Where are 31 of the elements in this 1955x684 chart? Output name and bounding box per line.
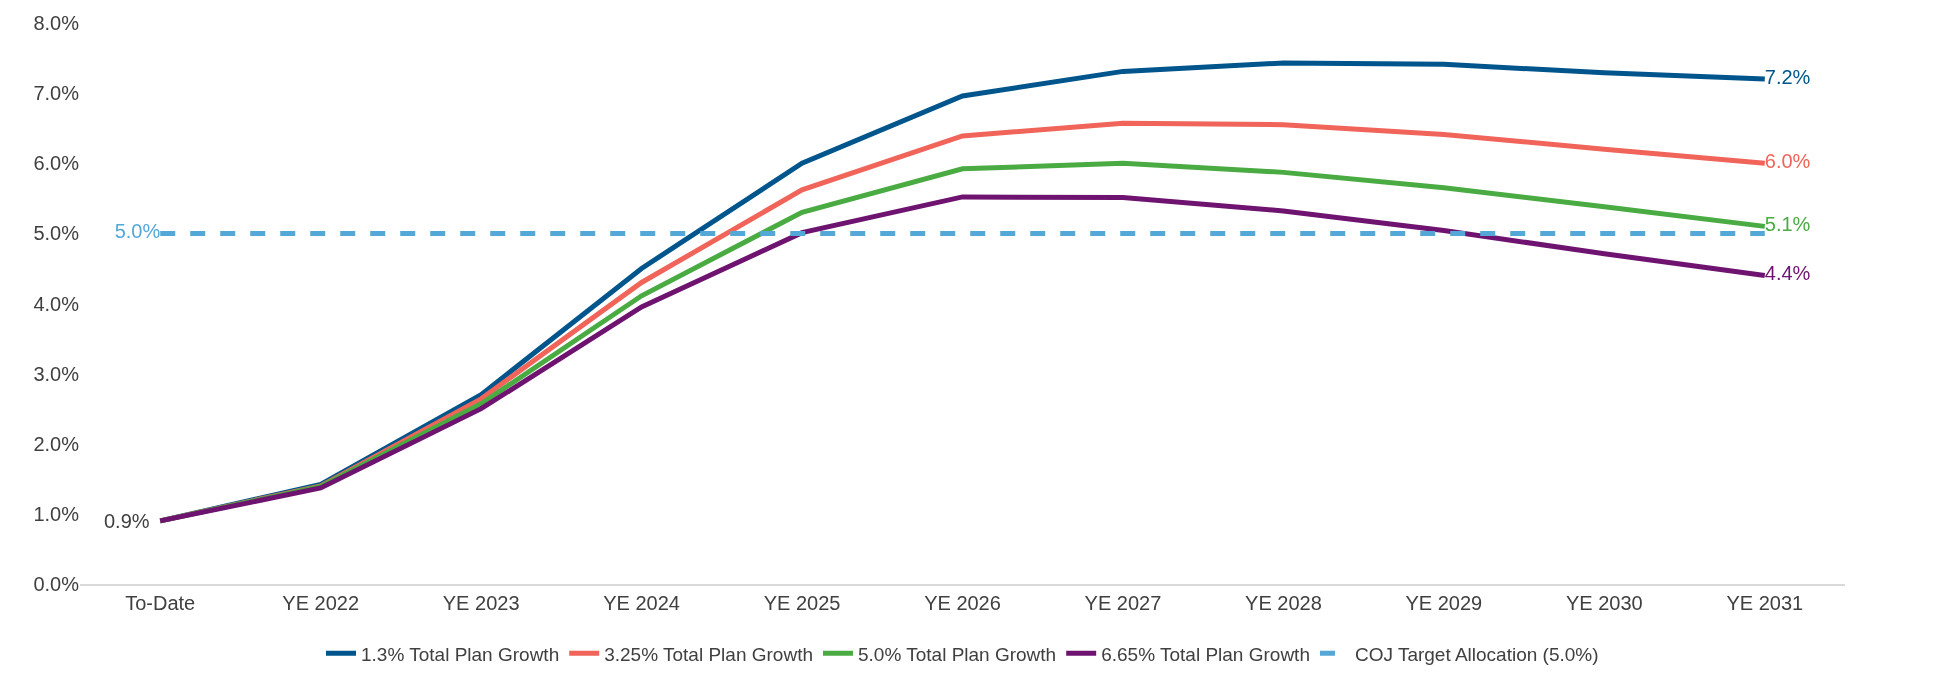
- legend-label: 1.3% Total Plan Growth: [361, 643, 560, 665]
- data-label: 4.4%: [1764, 262, 1811, 285]
- x-tick-label: YE 2025: [763, 592, 841, 614]
- y-tick-label: 3.0%: [33, 362, 80, 385]
- legend-label: COJ Target Allocation (5.0%): [1354, 643, 1599, 665]
- annotation: 0.9%: [104, 510, 150, 532]
- y-tick-label: 2.0%: [33, 432, 80, 455]
- x-tick-label: YE 2024: [603, 592, 680, 614]
- y-tick-label: 7.0%: [33, 82, 80, 105]
- x-tick-label: YE 2031: [1726, 592, 1804, 614]
- x-tick-label: YE 2028: [1245, 592, 1322, 614]
- data-label: 5.1%: [1764, 213, 1811, 236]
- legend-label: 3.25% Total Plan Growth: [604, 643, 813, 665]
- y-tick-label: 6.0%: [33, 152, 80, 175]
- y-tick-label: 0.0%: [33, 573, 80, 595]
- x-tick-label: To-Date: [125, 592, 196, 614]
- y-tick-label: 1.0%: [33, 502, 80, 525]
- x-tick-label: YE 2023: [442, 592, 520, 614]
- data-label: 5.0%: [114, 220, 161, 243]
- legend-label: 5.0% Total Plan Growth: [857, 643, 1057, 665]
- x-tick-label: YE 2029: [1405, 592, 1483, 614]
- y-tick-label: 4.0%: [33, 292, 80, 315]
- x-tick-label: YE 2022: [282, 592, 360, 614]
- legend-label: 6.65% Total Plan Growth: [1101, 643, 1310, 665]
- y-tick-label: 8.0%: [33, 12, 80, 34]
- data-label: 6.0%: [1764, 150, 1811, 173]
- x-tick-label: YE 2027: [1084, 592, 1162, 614]
- x-tick-label: YE 2026: [924, 592, 1001, 614]
- x-tick-label: YE 2030: [1565, 592, 1643, 614]
- y-tick-label: 5.0%: [33, 222, 80, 245]
- data-label: 7.2%: [1764, 66, 1811, 89]
